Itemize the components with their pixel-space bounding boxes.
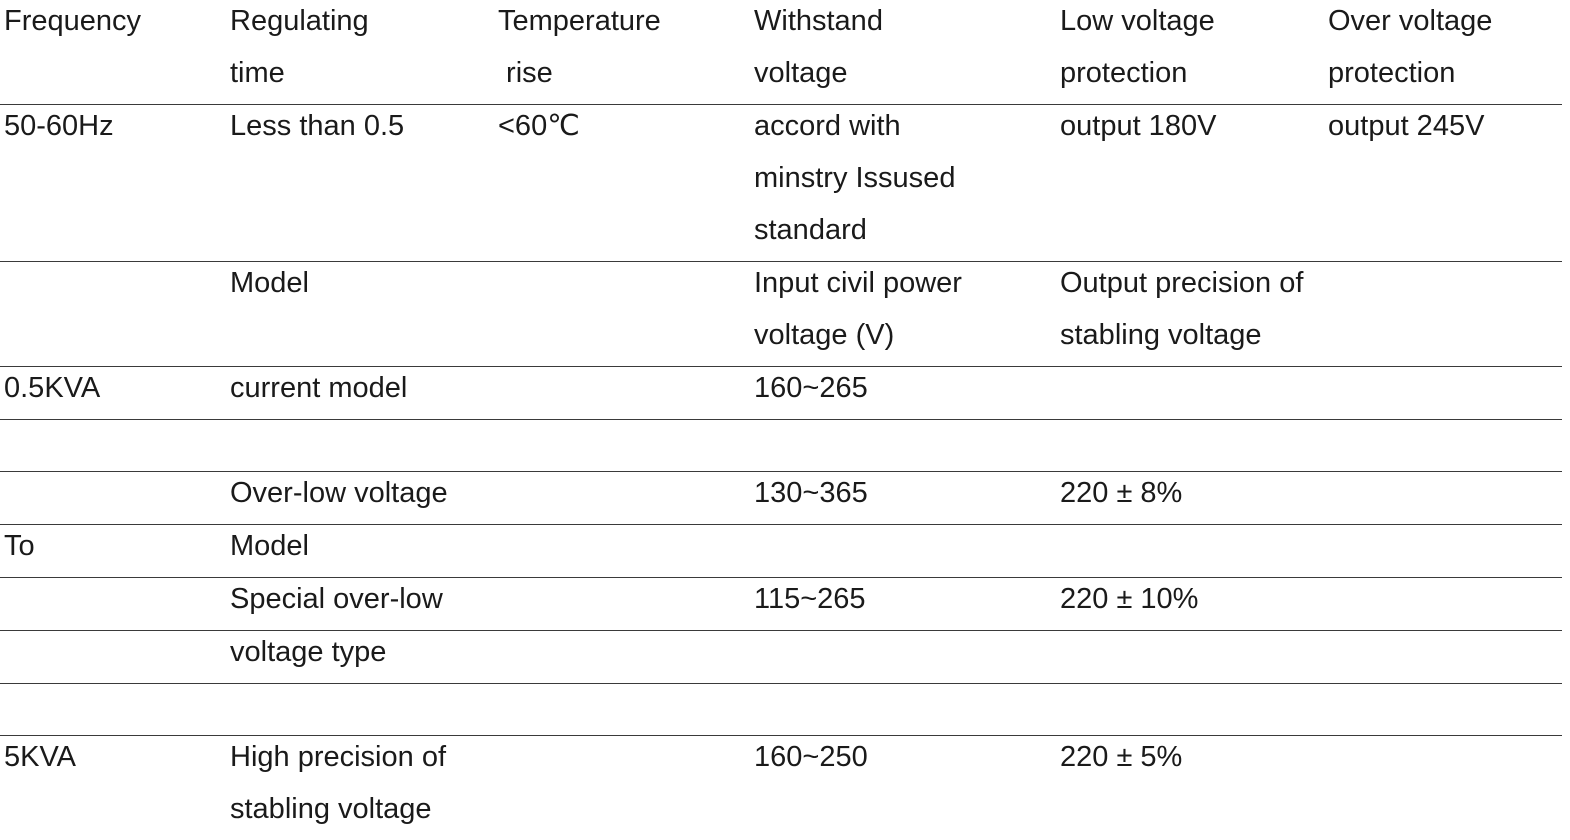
header-temperature-rise: Temperature rise [494,0,750,105]
cell-precision [1056,367,1562,420]
cell-input [750,631,1056,684]
cell-input: 130~365 [750,472,1056,525]
cell-capacity [0,684,226,736]
cell-capacity: To [0,525,226,578]
cell-capacity [0,472,226,525]
cell-input: 115~265 [750,578,1056,631]
cell-input: 160~265 [750,367,1056,420]
cell-capacity [0,631,226,684]
cell-low-voltage-protection-value: output 180V [1056,105,1324,262]
cell-model: Over-low voltage [226,472,750,525]
cell-over-voltage-protection-value: output 245V [1324,105,1562,262]
cell-empty [0,262,226,367]
cell-capacity: 5KVA [0,736,226,840]
cell-capacity [0,420,226,472]
cell-precision [1056,684,1562,736]
table-row [0,420,1562,472]
cell-input [750,525,1056,578]
table-row: 0.5KVA current model 160~265 [0,367,1562,420]
table-row: voltage type [0,631,1562,684]
cell-regulating-time-value: Less than 0.5 [226,105,494,262]
table-row: Special over-low 115~265 220 ± 10% [0,578,1562,631]
cell-precision [1056,631,1562,684]
cell-model: Model [226,525,750,578]
cell-capacity: 0.5KVA [0,367,226,420]
cell-model-header: Model [226,262,750,367]
cell-precision: 220 ± 5% [1056,736,1562,840]
header-frequency: Frequency [0,0,226,105]
cell-model: current model [226,367,750,420]
cell-precision [1056,420,1562,472]
table-row: Over-low voltage 130~365 220 ± 8% [0,472,1562,525]
table-row: To Model [0,525,1562,578]
cell-input [750,684,1056,736]
cell-capacity [0,578,226,631]
cell-temperature-rise-value: <60℃ [494,105,750,262]
cell-input [750,420,1056,472]
table-row [0,684,1562,736]
cell-precision: 220 ± 8% [1056,472,1562,525]
cell-precision [1056,525,1562,578]
cell-precision: 220 ± 10% [1056,578,1562,631]
cell-model: voltage type [226,631,750,684]
cell-model [226,684,750,736]
cell-input: 160~250 [750,736,1056,840]
cell-model [226,420,750,472]
cell-model: Special over-low [226,578,750,631]
cell-frequency-value: 50-60Hz [0,105,226,262]
